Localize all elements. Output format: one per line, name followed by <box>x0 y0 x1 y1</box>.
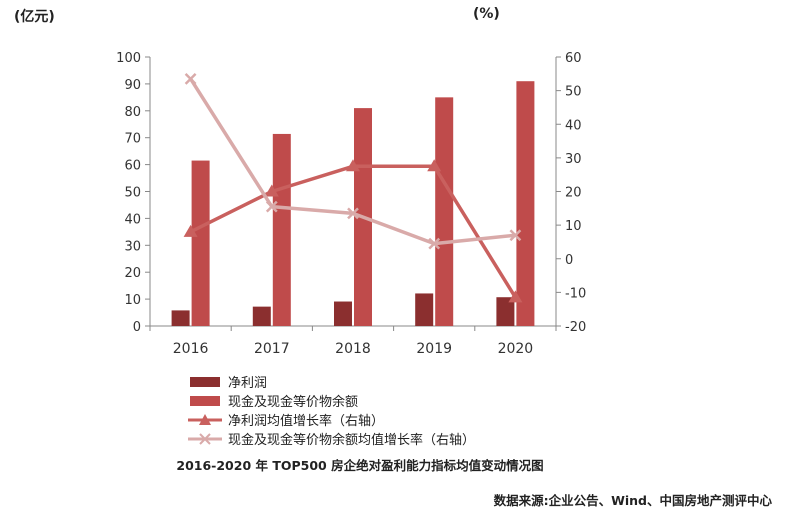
bar-net-profit <box>171 310 190 326</box>
bar-cash <box>435 97 454 326</box>
right-tick-label: -10 <box>565 286 586 301</box>
legend-item-net-profit: 净利润 <box>188 372 475 391</box>
bar-cash <box>272 133 291 326</box>
right-axis-unit: (%) <box>473 6 500 22</box>
point-cash-growth <box>184 72 197 85</box>
right-tick-label: 20 <box>565 186 582 201</box>
right-tick-label: 0 <box>565 253 573 268</box>
legend-label-net-profit-growth: 净利润均值增长率（右轴） <box>228 414 385 429</box>
point-cash-growth <box>347 207 359 220</box>
bar-net-profit <box>334 301 352 326</box>
left-tick-label: 10 <box>124 293 141 308</box>
bar-net-profit <box>252 306 271 326</box>
legend-swatch-cash <box>188 394 222 408</box>
legend-item-cash: 现金及现金等价物余额 <box>188 391 475 410</box>
legend: 净利润 现金及现金等价物余额 净利润均值增长率（右轴） 现金及现金等价物余额均值… <box>188 372 475 448</box>
legend-label-cash: 现金及现金等价物余额 <box>228 395 359 410</box>
legend-item-cash-growth: 现金及现金等价物余额均值增长率（右轴） <box>188 429 475 448</box>
right-tick-label: 50 <box>565 85 582 100</box>
left-tick-label: 20 <box>124 266 141 281</box>
left-tick-label: 30 <box>124 239 141 254</box>
data-source: 数据来源:企业公告、Wind、中国房地产测评中心 <box>493 493 772 508</box>
right-tick-label: 60 <box>565 51 582 66</box>
right-tick-label: -20 <box>565 320 586 335</box>
x-tick-label: 2016 <box>173 341 209 357</box>
legend-swatch-net-profit <box>188 375 222 389</box>
left-tick-label: 70 <box>124 132 141 147</box>
x-tick-label: 2019 <box>416 341 452 357</box>
left-tick-label: 50 <box>124 186 141 201</box>
bar-net-profit <box>496 297 515 326</box>
right-tick-label: 40 <box>565 118 582 133</box>
x-tick-label: 2020 <box>498 341 534 357</box>
legend-marker-x <box>188 432 222 446</box>
point-cash-growth <box>509 229 522 242</box>
right-tick-label: 10 <box>565 219 582 234</box>
line-net-profit-growth <box>189 164 517 299</box>
point-net-profit-growth <box>346 159 360 172</box>
point-cash-growth <box>265 200 278 213</box>
right-tick-label: 30 <box>565 152 582 167</box>
legend-label-cash-growth: 现金及现金等价物余额均值增长率（右轴） <box>228 433 476 448</box>
bar-cash <box>516 81 535 327</box>
legend-label-net-profit: 净利润 <box>228 376 268 391</box>
x-tick-label: 2018 <box>335 341 371 357</box>
legend-marker-triangle <box>188 413 222 427</box>
chart-caption: 2016-2020 年 TOP500 房企绝对盈利能力指标均值变动情况图 <box>176 458 544 473</box>
left-axis-unit: (亿元) <box>14 9 55 25</box>
left-tick-label: 80 <box>124 105 141 120</box>
left-tick-label: 0 <box>133 320 141 335</box>
left-tick-label: 60 <box>124 159 141 174</box>
point-net-profit-growth <box>183 224 198 237</box>
x-tick-label: 2017 <box>254 341 290 357</box>
left-tick-label: 40 <box>124 212 141 227</box>
left-tick-label: 100 <box>116 51 141 66</box>
bar-net-profit <box>415 293 434 326</box>
point-cash-growth <box>428 237 441 250</box>
point-net-profit-growth <box>508 290 523 303</box>
left-tick-label: 90 <box>124 78 141 93</box>
point-net-profit-growth <box>427 159 442 172</box>
legend-item-net-profit-growth: 净利润均值增长率（右轴） <box>188 410 475 429</box>
point-net-profit-growth <box>264 184 279 197</box>
bar-cash <box>191 160 210 326</box>
